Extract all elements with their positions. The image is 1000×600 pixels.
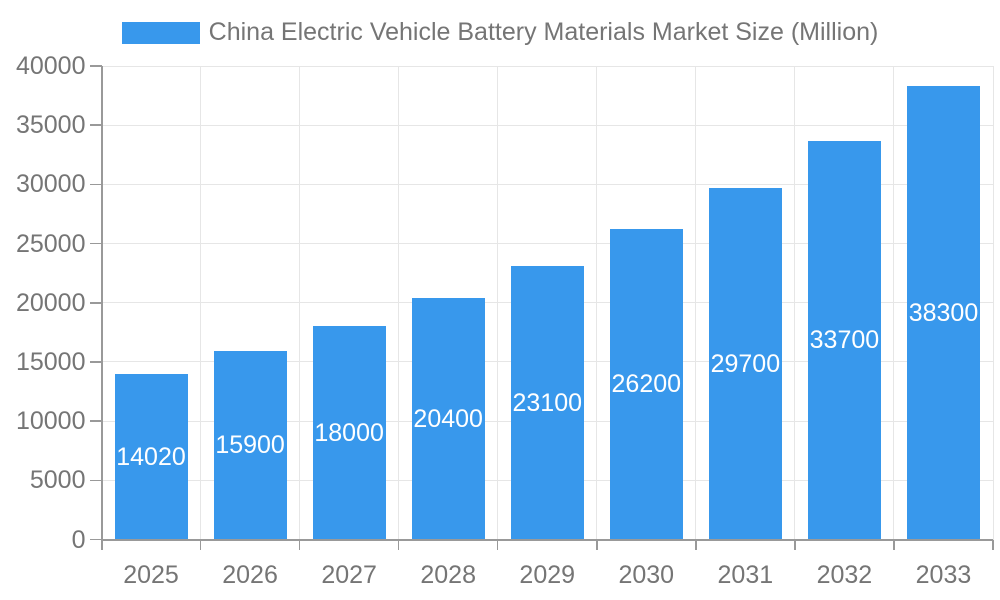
y-axis-label: 10000 (15, 407, 86, 436)
y-axis-label: 0 (71, 525, 86, 554)
bar-value-label: 23100 (512, 388, 583, 417)
y-tick (89, 302, 102, 304)
x-tick (893, 539, 895, 550)
x-axis-label: 2025 (123, 561, 179, 589)
x-axis-label: 2027 (321, 561, 377, 589)
gridline-v (596, 66, 598, 540)
bar-value-label: 38300 (908, 298, 979, 327)
y-tick (89, 538, 102, 541)
y-axis-label: 15000 (15, 347, 86, 376)
y-axis-label: 40000 (15, 52, 86, 80)
legend-item[interactable]: China Electric Vehicle Battery Materials… (121, 18, 879, 47)
bar[interactable]: 29700 (708, 187, 782, 540)
x-axis-label: 2030 (618, 561, 675, 589)
y-axis-label: 30000 (15, 170, 86, 199)
y-tick (89, 242, 102, 245)
bar-value-label: 14020 (116, 442, 186, 471)
y-axis-label: 5000 (29, 466, 86, 495)
y-axis-label: 20000 (15, 288, 86, 317)
bar[interactable]: 18000 (312, 326, 386, 540)
x-axis-line (100, 538, 993, 541)
x-axis-label: 2028 (420, 561, 476, 589)
bar-value-label: 15900 (215, 431, 285, 460)
bar-value-label: 20400 (413, 404, 483, 433)
bar[interactable]: 23100 (510, 266, 584, 540)
y-tick (89, 420, 102, 422)
y-tick (89, 124, 102, 126)
x-tick (496, 539, 499, 550)
gridline-v (200, 66, 202, 540)
legend-swatch (121, 21, 200, 44)
bar[interactable]: 26200 (609, 229, 683, 540)
legend: China Electric Vehicle Battery Materials… (0, 18, 1000, 47)
gridline-v (695, 66, 697, 540)
bar[interactable]: 14020 (114, 373, 188, 540)
bar[interactable]: 38300 (906, 86, 980, 540)
gridline-v (992, 66, 994, 540)
y-tick (89, 361, 102, 363)
x-axis-label: 2031 (717, 561, 774, 589)
x-axis-label: 2033 (915, 561, 972, 589)
y-tick (89, 183, 102, 186)
gridline-h (101, 183, 993, 185)
gridline-h (101, 243, 993, 245)
bar-value-label: 26200 (611, 370, 682, 399)
gridline-v (398, 66, 400, 540)
x-tick (992, 539, 994, 550)
y-axis-label: 35000 (15, 111, 86, 140)
gridline-v (794, 66, 796, 540)
x-axis-label: 2032 (816, 561, 873, 589)
gridline-v (497, 66, 499, 540)
y-tick (89, 65, 102, 67)
bar-value-label: 18000 (314, 418, 384, 447)
gridline-h (101, 65, 993, 67)
bar[interactable]: 20400 (411, 298, 485, 540)
y-tick (89, 479, 102, 482)
x-tick (794, 539, 796, 550)
x-axis-label: 2026 (222, 561, 278, 589)
x-tick (695, 539, 697, 550)
x-tick (298, 539, 301, 550)
x-tick (397, 539, 400, 550)
gridline-v (299, 66, 301, 540)
bar[interactable]: 33700 (807, 140, 881, 540)
x-axis-label: 2029 (519, 561, 576, 589)
gridline-h (101, 124, 993, 126)
x-tick (596, 539, 598, 550)
bar-value-label: 29700 (710, 349, 781, 378)
legend-label: China Electric Vehicle Battery Materials… (208, 18, 879, 46)
x-tick (199, 539, 202, 550)
bar-value-label: 33700 (809, 326, 880, 355)
gridline-v (893, 66, 895, 540)
bar[interactable]: 15900 (213, 351, 287, 540)
y-axis-line (100, 66, 103, 550)
y-axis-label: 25000 (15, 229, 86, 258)
